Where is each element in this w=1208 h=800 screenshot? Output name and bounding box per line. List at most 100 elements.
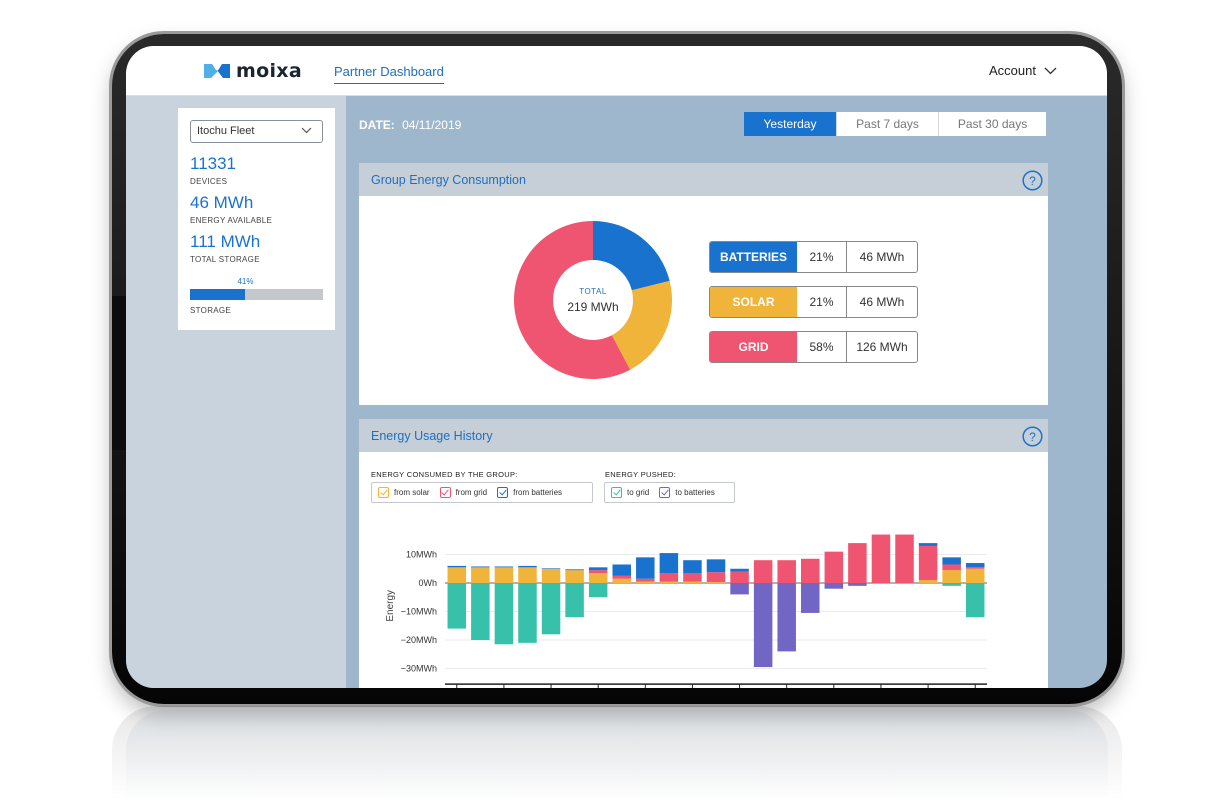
legend-row-solar: SOLAR 21% 46 MWh	[709, 286, 918, 318]
bar-segment-to-grid[interactable]	[565, 583, 584, 618]
fleet-select-value: Itochu Fleet	[197, 125, 255, 137]
bar-segment-from-batteries[interactable]	[965, 563, 985, 568]
bar-segment-from-solar[interactable]	[612, 578, 631, 583]
filter-to-grid[interactable]: to grid	[611, 487, 649, 498]
legend-row-grid: GRID 58% 126 MWh	[709, 331, 918, 363]
filter-label: to batteries	[675, 488, 715, 497]
bar-segment-from-solar[interactable]	[471, 567, 490, 583]
bar-segment-from-grid[interactable]	[588, 570, 608, 574]
bar-segment-from-grid[interactable]	[871, 534, 891, 583]
bar-segment-from-batteries[interactable]	[730, 568, 749, 572]
chevron-down-icon	[1044, 67, 1057, 74]
bar-segment-from-solar[interactable]	[565, 570, 584, 583]
nav-partner-dashboard[interactable]: Partner Dashboard	[334, 64, 444, 84]
bar-segment-from-grid[interactable]	[895, 534, 914, 583]
bar-segment-from-grid[interactable]	[683, 573, 702, 582]
moixa-logo[interactable]: moixa	[202, 60, 302, 82]
filter-to-batteries[interactable]: to batteries	[659, 487, 715, 498]
bar-segment-from-solar[interactable]	[588, 573, 608, 583]
filter-from-grid[interactable]: from grid	[439, 487, 487, 498]
bar-segment-from-batteries[interactable]	[588, 567, 608, 571]
bar-segment-from-batteries[interactable]	[636, 557, 655, 579]
bar-segment-to-batteries[interactable]	[753, 583, 773, 668]
panel-header: Group Energy Consumption ?	[359, 163, 1048, 196]
tablet-screen: moixa Partner Dashboard Account Itochu F…	[126, 46, 1107, 688]
filter-from-solar[interactable]: from solar	[378, 487, 430, 498]
bar-segment-from-grid[interactable]	[965, 567, 985, 569]
donut-slice-grid[interactable]	[514, 221, 631, 379]
bar-segment-to-grid[interactable]	[471, 583, 490, 640]
bar-segment-to-grid[interactable]	[588, 583, 608, 598]
energy-usage-history-panel: Energy Usage History ? ENERGY CONSUMED B…	[359, 419, 1048, 688]
bar-segment-to-grid[interactable]	[965, 583, 985, 618]
bar-segment-from-batteries[interactable]	[494, 566, 514, 568]
bar-segment-from-grid[interactable]	[777, 560, 796, 583]
donut-slice-solar[interactable]	[611, 280, 672, 370]
y-axis-title: Energy	[385, 590, 396, 622]
bar-segment-to-batteries[interactable]	[801, 583, 820, 613]
bar-segment-from-batteries[interactable]	[659, 553, 679, 574]
help-icon[interactable]: ?	[1022, 170, 1043, 191]
date-label: DATE:	[359, 118, 395, 132]
donut-total-label: TOTAL	[579, 287, 607, 296]
bar-segment-from-grid[interactable]	[801, 558, 820, 583]
bar-segment-from-batteries[interactable]	[565, 569, 584, 571]
fleet-select[interactable]: Itochu Fleet	[190, 120, 323, 143]
bar-segment-from-batteries[interactable]	[612, 564, 631, 576]
tab-past-7-days[interactable]: Past 7 days	[836, 112, 938, 136]
tab-past-30-days[interactable]: Past 30 days	[938, 112, 1046, 136]
bar-segment-from-solar[interactable]	[683, 581, 702, 583]
consumed-filter-group: from solar from grid from batteries	[371, 482, 593, 503]
bar-segment-from-grid[interactable]	[942, 564, 961, 571]
bar-segment-from-batteries[interactable]	[918, 543, 938, 546]
bar-segment-from-solar[interactable]	[541, 568, 561, 583]
bar-segment-to-grid[interactable]	[447, 583, 467, 629]
bar-segment-from-solar[interactable]	[659, 581, 679, 583]
bar-segment-from-solar[interactable]	[965, 568, 985, 583]
bar-segment-from-batteries[interactable]	[518, 565, 537, 568]
bar-segment-to-grid[interactable]	[541, 583, 561, 635]
donut-slice-batteries[interactable]	[593, 221, 670, 291]
bar-segment-to-grid[interactable]	[494, 583, 514, 645]
bar-segment-from-solar[interactable]	[942, 570, 961, 583]
pushed-filter-group: to grid to batteries	[604, 482, 735, 503]
bar-segment-from-batteries[interactable]	[447, 565, 467, 568]
bar-segment-from-grid[interactable]	[824, 551, 844, 583]
bar-segment-from-solar[interactable]	[447, 567, 467, 583]
bar-segment-to-batteries[interactable]	[730, 583, 749, 595]
bar-segment-to-batteries[interactable]	[824, 583, 844, 589]
bar-segment-from-solar[interactable]	[706, 582, 726, 583]
reflection-screen	[126, 710, 1108, 800]
devices-value: 11331	[190, 154, 237, 173]
bar-segment-from-grid[interactable]	[659, 573, 679, 582]
top-bar: moixa Partner Dashboard Account	[126, 46, 1107, 96]
bar-segment-from-batteries[interactable]	[471, 566, 490, 568]
account-menu[interactable]: Account	[989, 63, 1057, 78]
bar-segment-from-grid[interactable]	[753, 560, 773, 583]
bar-segment-from-batteries[interactable]	[942, 557, 961, 565]
tab-yesterday[interactable]: Yesterday	[744, 112, 836, 136]
bar-segment-to-batteries[interactable]	[848, 583, 867, 586]
filter-from-batteries[interactable]: from batteries	[497, 487, 562, 498]
bar-segment-to-batteries[interactable]	[777, 583, 796, 652]
bar-segment-from-grid[interactable]	[848, 543, 867, 583]
legend-mwh: 46 MWh	[859, 250, 905, 264]
bar-segment-from-solar[interactable]	[636, 581, 655, 583]
bar-segment-from-grid[interactable]	[636, 578, 655, 582]
bar-segment-from-grid[interactable]	[612, 575, 631, 579]
bar-segment-from-batteries[interactable]	[541, 568, 561, 569]
bar-segment-from-solar[interactable]	[918, 580, 938, 583]
filter-label: from solar	[394, 488, 430, 497]
bar-segment-to-grid[interactable]	[518, 583, 537, 643]
bar-segment-to-grid[interactable]	[942, 583, 961, 586]
bar-segment-from-grid[interactable]	[918, 545, 938, 581]
bar-segment-from-batteries[interactable]	[683, 560, 702, 574]
storage-percent: 41%	[237, 277, 254, 286]
bar-segment-from-batteries[interactable]	[706, 559, 726, 573]
help-icon[interactable]: ?	[1022, 426, 1043, 447]
bar-segment-from-solar[interactable]	[494, 567, 514, 583]
bar-segment-from-grid[interactable]	[706, 572, 726, 583]
bar-segment-from-solar[interactable]	[518, 567, 537, 583]
bar-segment-from-grid[interactable]	[730, 571, 749, 583]
donut-total-value: 219 MWh	[567, 300, 619, 314]
